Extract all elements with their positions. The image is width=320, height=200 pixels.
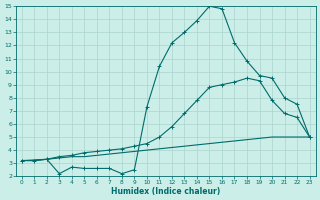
X-axis label: Humidex (Indice chaleur): Humidex (Indice chaleur) [111,187,220,196]
